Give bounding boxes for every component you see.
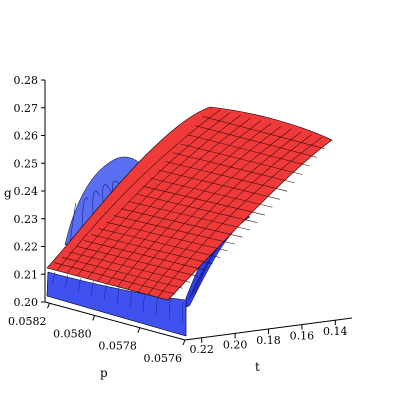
p-tick-label: 0.0576 (144, 352, 183, 365)
g-tick-label: 0.28 (14, 74, 39, 87)
red-mesh-line (56, 109, 221, 271)
p-tick-label: 0.0580 (53, 327, 92, 340)
blue-mesh-line (69, 202, 77, 244)
blue-surface-top (46, 271, 187, 337)
g-tick-label: 0.20 (14, 296, 39, 309)
t-tick-label: 0.22 (189, 343, 214, 356)
p-axis: 0.0582 0.0580 0.0578 0.0576 p (8, 301, 186, 380)
g-tick-label: 0.24 (14, 185, 39, 198)
red-mesh-line (143, 186, 265, 216)
red-mesh-line (157, 137, 322, 298)
red-mesh-line (165, 161, 288, 192)
red-surface-top (46, 106, 333, 301)
blue-mesh-line (129, 289, 133, 308)
red-mesh-line (77, 115, 241, 277)
red-surface (46, 106, 333, 301)
red-mesh-line (180, 143, 303, 175)
red-mesh-line (172, 152, 295, 184)
blue-mesh-line (168, 298, 171, 320)
red-mesh-line (147, 134, 312, 295)
red-mesh-line (187, 134, 310, 167)
red-mesh-line (98, 228, 221, 258)
p-tick-label: 0.0578 (98, 340, 137, 353)
red-mesh-line (54, 262, 176, 295)
red-mesh-line (61, 257, 183, 289)
g-tick-label: 0.21 (14, 268, 39, 281)
g-axis-label: g (4, 186, 12, 200)
red-mesh-line (150, 178, 273, 208)
blue-mesh-line (64, 274, 69, 289)
g-axis: 0.20 0.21 0.22 0.23 0.24 0.25 0.26 0.27 0.28 g (4, 74, 46, 309)
blue-mesh-line (181, 301, 184, 324)
red-mesh-line (158, 169, 280, 200)
g-tick-label: 0.23 (14, 213, 39, 226)
p-axis-label: p (100, 366, 108, 380)
t-tick-label: 0.20 (223, 338, 248, 351)
red-mesh-line (121, 208, 243, 238)
p-tick (47, 303, 50, 309)
red-mesh-line (127, 128, 292, 290)
t-tick-label: 0.16 (290, 330, 315, 343)
g-tick-label: 0.25 (14, 157, 39, 170)
p-tick (182, 339, 186, 346)
red-mesh-line (97, 120, 261, 282)
blue-mesh-line (142, 292, 145, 312)
p-tick (137, 327, 141, 333)
red-mesh-line (202, 116, 325, 149)
red-mesh-line (128, 201, 251, 231)
blue-mesh-line (155, 295, 158, 316)
red-mesh-line (117, 126, 282, 287)
g-tick-label: 0.26 (14, 130, 39, 143)
blue-mesh-line (90, 280, 94, 297)
t-tick-label: 0.18 (256, 334, 281, 347)
g-tick-label: 0.22 (14, 241, 39, 254)
blue-mesh-line (116, 286, 120, 305)
blue-mesh-line (77, 277, 81, 293)
red-mesh-line (66, 112, 231, 274)
p-axis-line (44, 301, 186, 341)
blue-mesh-line (51, 271, 56, 286)
t-axis: 0.22 0.20 0.18 0.16 0.14 t (184, 317, 353, 374)
red-mesh-line (135, 193, 258, 223)
red-mesh-line (106, 221, 228, 252)
red-surface-mesh (54, 109, 325, 298)
g-tick-label: 0.27 (14, 102, 39, 115)
red-mesh-line (137, 131, 302, 293)
t-tick-label: 0.14 (323, 325, 348, 338)
t-axis-label: t (255, 360, 260, 374)
red-mesh-line (91, 234, 213, 265)
red-mesh-line (195, 125, 318, 158)
red-mesh-line (83, 240, 206, 271)
p-tick-label: 0.0582 (8, 315, 47, 328)
red-mesh-line (69, 251, 191, 283)
red-mesh-line (107, 123, 272, 285)
red-mesh-line (87, 117, 251, 279)
red-mesh-line (113, 215, 236, 245)
p-tick (92, 315, 96, 321)
blue-mesh-line (103, 283, 107, 301)
